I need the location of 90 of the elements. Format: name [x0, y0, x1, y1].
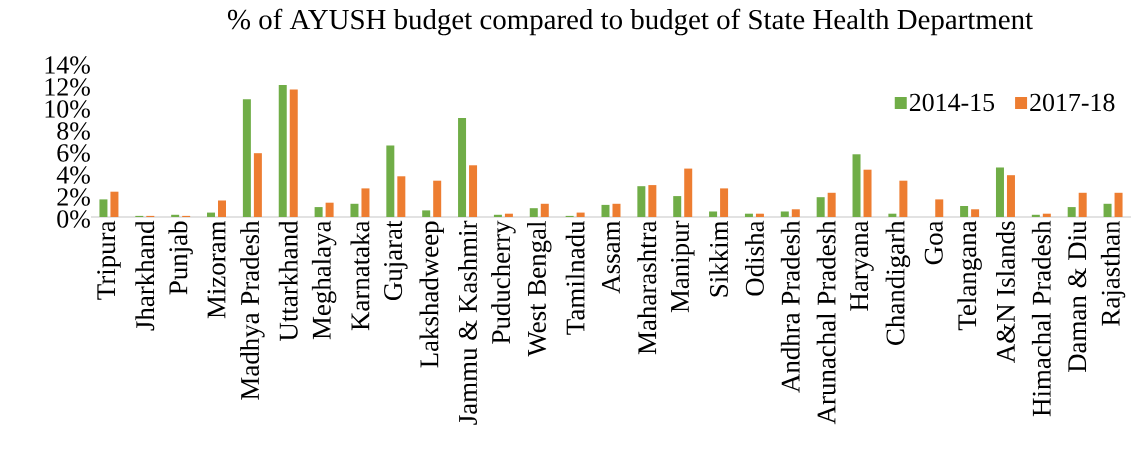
bar — [350, 203, 359, 217]
bar — [612, 203, 621, 217]
x-tick-label: Tamilnadu — [565, 220, 585, 335]
bar — [888, 213, 897, 217]
bar — [935, 199, 944, 217]
x-tick-label: Chandigarh — [885, 220, 911, 345]
y-tick-label: 8% — [57, 122, 90, 140]
bar — [458, 117, 467, 217]
x-tick-label: A&N Islands — [996, 221, 1015, 363]
bar — [791, 209, 800, 217]
bar — [960, 205, 969, 217]
y-tick-label: 6% — [57, 144, 90, 162]
bar — [995, 167, 1004, 217]
x-tick-label: Tripura — [97, 220, 121, 300]
x-tick-label: Sikkim — [709, 220, 729, 297]
bar — [971, 209, 980, 217]
x-tick-label: Jharkhand — [135, 220, 155, 331]
bar — [673, 196, 682, 217]
x-tick-label: Madhya Pradesh — [240, 220, 265, 400]
bar — [709, 211, 718, 217]
bar — [278, 84, 287, 217]
bar — [780, 211, 789, 217]
x-tick-label: Rajasthan — [1100, 220, 1126, 326]
bar — [1078, 192, 1087, 217]
bar — [361, 188, 370, 217]
bar — [755, 213, 764, 217]
bar — [504, 213, 513, 217]
x-tick-label: Puducherry — [491, 220, 516, 344]
bar — [744, 213, 753, 217]
bar — [827, 192, 836, 217]
x-tick-label: Punjab — [168, 221, 193, 295]
bar — [1042, 213, 1051, 217]
x-tick-label: Karnataka — [350, 220, 370, 331]
bar — [863, 169, 872, 217]
x-tick-label: Andhra Pradesh — [780, 220, 800, 393]
bar — [648, 185, 657, 217]
x-tick-label: Maharashtra — [637, 220, 657, 355]
y-tick-label: 12% — [45, 78, 90, 96]
bar — [218, 200, 227, 217]
bar — [852, 154, 861, 217]
chart-title: % of AYUSH budget compared to budget of State Health Department — [227, 8, 1033, 36]
bar — [253, 153, 262, 217]
x-tick-label: Manipur — [670, 220, 695, 313]
bar — [601, 204, 610, 217]
y-tick-label: 4% — [56, 166, 90, 184]
x-tick-label: Gujarat — [384, 220, 408, 301]
bar — [386, 145, 395, 217]
bar — [110, 191, 119, 217]
bar — [99, 199, 108, 217]
bar — [540, 203, 549, 217]
bar — [1114, 192, 1123, 217]
x-tick-label: Himachal Pradesh — [1031, 220, 1051, 417]
bar — [816, 197, 825, 217]
bar — [1103, 203, 1112, 217]
bar — [720, 188, 729, 217]
legend-label: 2014-15 — [909, 93, 995, 112]
bar — [899, 180, 908, 217]
bar — [422, 210, 431, 217]
y-tick-label: 10% — [45, 100, 90, 118]
bar — [576, 212, 585, 217]
bar — [242, 99, 251, 217]
x-tick-label: Assam — [601, 220, 621, 294]
legend-label: 2017-18 — [1030, 93, 1115, 112]
bar — [1067, 207, 1076, 217]
x-tick-label: Lakshadweep — [419, 221, 444, 368]
x-tick-label: Arunachal Pradesh — [816, 220, 836, 425]
x-tick-label: Meghalaya — [311, 220, 337, 340]
x-tick-label: Telangana — [957, 220, 982, 331]
x-tick-label: Daman & Diu — [1068, 220, 1087, 373]
x-tick-label: Uttarkhand — [278, 220, 298, 341]
y-tick-label: 0% — [57, 210, 90, 228]
bar — [207, 212, 216, 217]
bar — [314, 207, 323, 217]
bar — [397, 176, 406, 217]
x-tick-label: West Bengal — [527, 221, 552, 357]
y-tick-label: 2% — [57, 188, 90, 206]
bar — [469, 165, 478, 217]
y-tick-label: 14% — [45, 56, 90, 74]
bar — [325, 202, 334, 217]
x-tick-label: Odisha — [744, 220, 764, 296]
bar — [289, 89, 298, 217]
bar — [433, 180, 442, 217]
bar — [637, 186, 646, 217]
x-tick-label: Jammu & Kashmir — [458, 220, 478, 425]
x-tick-label: Mizoram — [207, 220, 226, 319]
x-tick-label: Haryana — [850, 220, 874, 311]
bar — [529, 208, 538, 217]
bar — [684, 168, 693, 217]
x-tick-label: Goa — [924, 220, 943, 265]
bar — [1006, 175, 1015, 217]
